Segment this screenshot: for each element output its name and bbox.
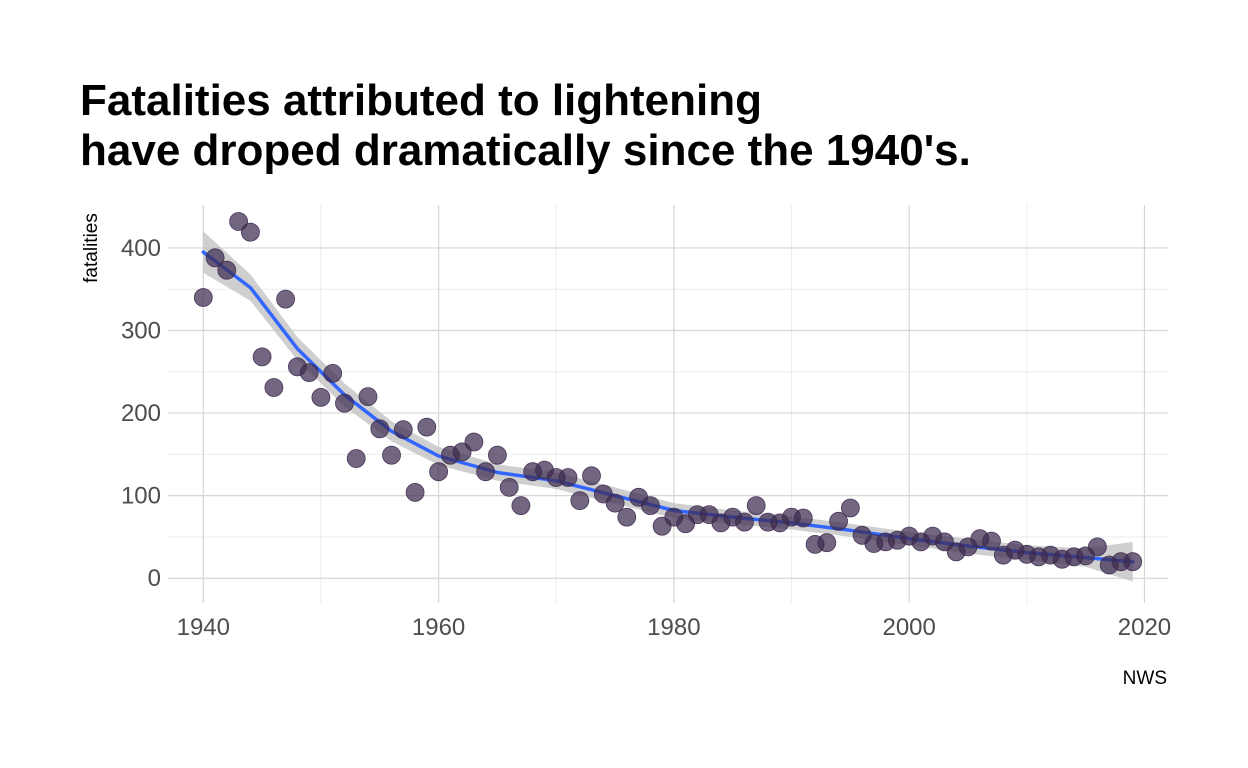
data-point [229, 212, 249, 231]
data-point [570, 491, 590, 511]
data-point [558, 468, 578, 487]
x-tick-label: 1940 [177, 614, 230, 641]
grid-lines [168, 205, 1168, 603]
chart-caption: NWS [1123, 668, 1167, 689]
data-point [605, 493, 625, 513]
x-tick-label: 1980 [647, 614, 700, 641]
data-point [464, 432, 484, 452]
x-tick-label: 1960 [412, 614, 465, 641]
data-point [487, 445, 507, 465]
data-point [311, 387, 331, 407]
x-axis-ticks: 1940 1960 1980 2000 2020 [177, 614, 1172, 641]
data-point [370, 419, 390, 439]
data-point [405, 482, 425, 502]
y-tick-label: 400 [121, 235, 161, 262]
x-tick-label: 2000 [882, 614, 935, 641]
data-point [511, 496, 531, 516]
data-point [793, 508, 813, 528]
y-axis-label: fatalities [81, 213, 102, 283]
y-tick-label: 300 [121, 318, 161, 345]
data-point [358, 387, 378, 407]
x-tick-label: 2020 [1118, 614, 1171, 641]
data-point [205, 248, 225, 268]
data-point [335, 393, 354, 413]
data-point [393, 420, 413, 440]
chart-title-line-1: Fatalities attributed to lightening [80, 76, 762, 125]
y-tick-label: 200 [121, 400, 161, 427]
data-point [617, 507, 637, 527]
data-point [735, 512, 754, 532]
data-point [217, 260, 237, 280]
y-tick-label: 100 [121, 483, 161, 510]
data-point [417, 417, 437, 437]
data-point [476, 462, 496, 482]
data-point [323, 363, 343, 383]
chart-title: Fatalities attributed to lightening have… [80, 76, 971, 176]
data-point [276, 289, 296, 309]
data-point [346, 449, 366, 468]
data-point [746, 496, 766, 516]
data-point [429, 462, 449, 482]
data-point [299, 363, 319, 383]
data-point [982, 531, 1001, 551]
data-point [1088, 537, 1107, 557]
data-point [817, 533, 837, 553]
data-point [499, 477, 519, 497]
data-point [252, 347, 272, 367]
y-axis-ticks: 0 100 200 300 400 [121, 235, 161, 592]
data-point [264, 378, 284, 397]
data-point [193, 288, 213, 307]
data-point [841, 498, 860, 518]
data-point [582, 466, 601, 486]
chart-title-line-2: have droped dramatically since the 1940'… [80, 126, 971, 175]
data-points [193, 212, 1143, 575]
data-point [382, 445, 401, 465]
data-point [641, 496, 660, 516]
data-point [1123, 552, 1143, 572]
data-point [829, 511, 848, 531]
y-tick-label: 0 [148, 565, 161, 592]
data-point [240, 222, 260, 242]
